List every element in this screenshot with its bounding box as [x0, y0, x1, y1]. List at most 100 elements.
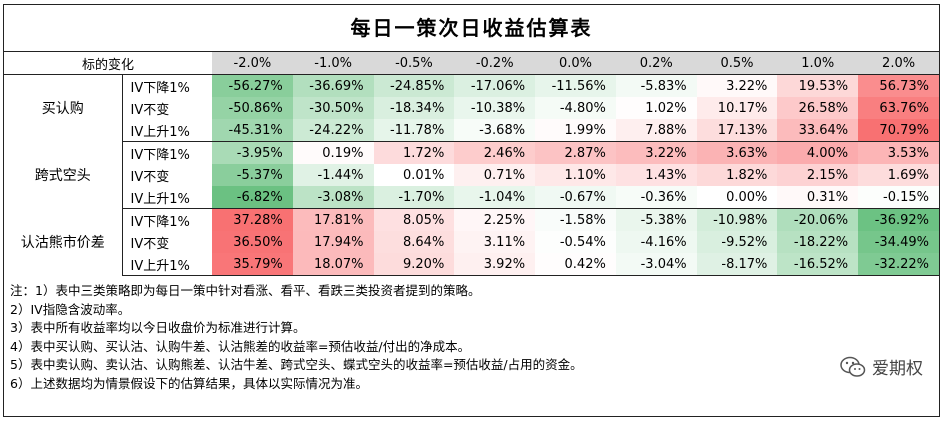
value-cell: -4.16% [615, 231, 697, 253]
value-cell: -5.38% [615, 208, 697, 231]
value-cell: 0.31% [777, 186, 859, 209]
value-cell: -8.17% [696, 253, 778, 276]
value-cell: -3.08% [292, 186, 374, 209]
value-cell: -24.85% [373, 74, 455, 97]
value-cell: 9.20% [373, 253, 455, 276]
table-body: 买认购 IV下降1% -56.27% -36.69% -24.85% -17.06% -11… [4, 74, 939, 276]
value-cell: 1.69% [858, 164, 939, 186]
value-cell: -0.54% [535, 231, 616, 253]
brand-name: 爱期权 [872, 359, 923, 379]
value-cell: 33.64% [777, 119, 859, 142]
value-cell: 19.53% [777, 74, 859, 97]
value-cell: -6.82% [212, 186, 293, 209]
value-cell: -5.37% [212, 164, 293, 186]
header-label: 标的变化 [4, 52, 213, 75]
value-cell: -10.38% [454, 97, 536, 119]
value-cell: -36.92% [858, 208, 939, 231]
scenario-label: IV下降1% [130, 80, 190, 96]
value-cell: -0.67% [535, 186, 616, 209]
header-change: 0.2% [615, 52, 697, 75]
value-cell: -18.34% [373, 97, 455, 119]
value-cell: -11.78% [373, 119, 455, 142]
value-cell: 4.00% [777, 141, 859, 164]
scenario-label: IV上升1% [122, 186, 213, 209]
table-row: IV不变 -50.86% -30.50% -18.34% -10.38% -4.80% 1.… [4, 97, 939, 119]
table-row: IV不变 -5.37% -1.44% 0.01% 0.71% 1.10% 1.43% 1.82… [4, 164, 939, 186]
scenario-label: IV下降1% [130, 147, 190, 163]
page-title: 每日一策次日收益估算表 [4, 5, 939, 52]
note-line: 注：1）表中三类策略即为每日一策中针对看涨、看平、看跌三类投资者提到的策略。 [10, 283, 481, 298]
value-cell: -1.70% [373, 186, 455, 209]
value-cell: -11.56% [535, 74, 616, 97]
header-change: -0.5% [373, 52, 455, 75]
table-row: 买认购 IV下降1% -56.27% -36.69% -24.85% -17.06% -11… [4, 74, 939, 142]
value-cell: -17.06% [454, 74, 536, 97]
note-line: 4）表中买认购、买认沽、认购牛差、认沽熊差的收益率=预估收益/付出的净成本。 [10, 338, 471, 354]
value-cell: -1.58% [535, 208, 616, 231]
value-cell: -1.04% [454, 186, 536, 209]
value-cell: 18.07% [292, 253, 374, 276]
note-line: 6）上述数据均为情景假设下的估算结果，具体以实际情况为准。 [10, 375, 368, 391]
value-cell: 17.94% [292, 231, 374, 253]
value-cell: 0.00% [696, 186, 778, 209]
value-cell: 0.01% [373, 164, 455, 186]
value-cell: 17.13% [696, 119, 778, 142]
brand-mark: 爱期权 [840, 354, 923, 379]
table-row: IV上升1% -45.31% -24.22% -11.78% -3.68% 1.99% 7.… [4, 119, 939, 142]
scenario-label: IV上升1% [122, 119, 213, 142]
value-cell: 1.99% [535, 119, 616, 142]
note-line: 3）表中所有收益率均以今日收盘价为标准进行计算。 [10, 320, 306, 336]
value-cell: 70.79% [858, 119, 939, 142]
value-cell: 1.72% [373, 141, 455, 164]
header-change: -0.2% [454, 52, 536, 75]
header-change: 2.0% [858, 52, 939, 75]
table-row: 跨式空头 IV下降1% -3.95% 0.19% 1.72% 2.46% 2.87% 3.22… [4, 141, 939, 209]
value-cell: 3.11% [454, 231, 536, 253]
table-row: 认沽熊市价差 IV下降1% 37.28% 17.81% 8.05% 2.25% -1.58%… [4, 208, 939, 276]
value-cell: -20.06% [777, 208, 859, 231]
strategy-name: 跨式空头 [4, 141, 123, 209]
value-cell: 1.10% [535, 164, 616, 186]
scenario-label: IV下降1% [130, 214, 190, 230]
scenario-label: IV不变 [130, 169, 170, 185]
strategy-name: 买认购 [4, 74, 123, 142]
value-cell: -16.52% [777, 253, 859, 276]
header-row: 标的变化 -2.0% -1.0% -0.5% -0.2% 0.0% 0.2% 0.5% 1.0… [4, 52, 939, 75]
value-cell: 1.82% [696, 164, 778, 186]
value-cell: -3.04% [615, 253, 697, 276]
value-cell: 2.46% [454, 141, 536, 164]
estimate-table: 标的变化 -2.0% -1.0% -0.5% -0.2% 0.0% 0.2% 0.5% 1.0… [4, 52, 939, 276]
value-cell: -0.36% [615, 186, 697, 209]
value-cell: 63.76% [858, 97, 939, 119]
notes-section: 注：1）表中三类策略即为每日一策中针对看涨、看平、看跌三类投资者提到的策略。 2）… [4, 276, 939, 394]
value-cell: -4.80% [535, 97, 616, 119]
value-cell: 3.63% [696, 141, 778, 164]
estimate-table-frame: 每日一策次日收益估算表 标的变化 -2.0% -1.0% -0.5% -0.2% 0.0… [3, 4, 940, 417]
header-change: 1.0% [777, 52, 859, 75]
value-cell: -24.22% [292, 119, 374, 142]
table-row: IV上升1% 35.79% 18.07% 9.20% 3.92% 0.42% -3.04% -… [4, 253, 939, 276]
value-cell: -45.31% [212, 119, 293, 142]
value-cell: 2.25% [454, 208, 536, 231]
header-change: 0.0% [535, 52, 616, 75]
value-cell: 56.73% [858, 74, 939, 97]
value-cell: -50.86% [212, 97, 293, 119]
wechat-icon [840, 356, 866, 377]
value-cell: -56.27% [212, 74, 293, 97]
value-cell: 8.64% [373, 231, 455, 253]
scenario-label: IV不变 [130, 102, 170, 118]
value-cell: -32.22% [858, 253, 939, 276]
value-cell: 0.71% [454, 164, 536, 186]
value-cell: 35.79% [212, 253, 293, 276]
value-cell: -18.22% [777, 231, 859, 253]
value-cell: 2.87% [535, 141, 616, 164]
value-cell: -3.68% [454, 119, 536, 142]
value-cell: 10.17% [696, 97, 778, 119]
header-change: -2.0% [212, 52, 293, 75]
value-cell: 3.92% [454, 253, 536, 276]
value-cell: -3.95% [212, 141, 293, 164]
value-cell: 0.19% [292, 141, 374, 164]
value-cell: 8.05% [373, 208, 455, 231]
value-cell: 26.58% [777, 97, 859, 119]
header-change: 0.5% [696, 52, 778, 75]
